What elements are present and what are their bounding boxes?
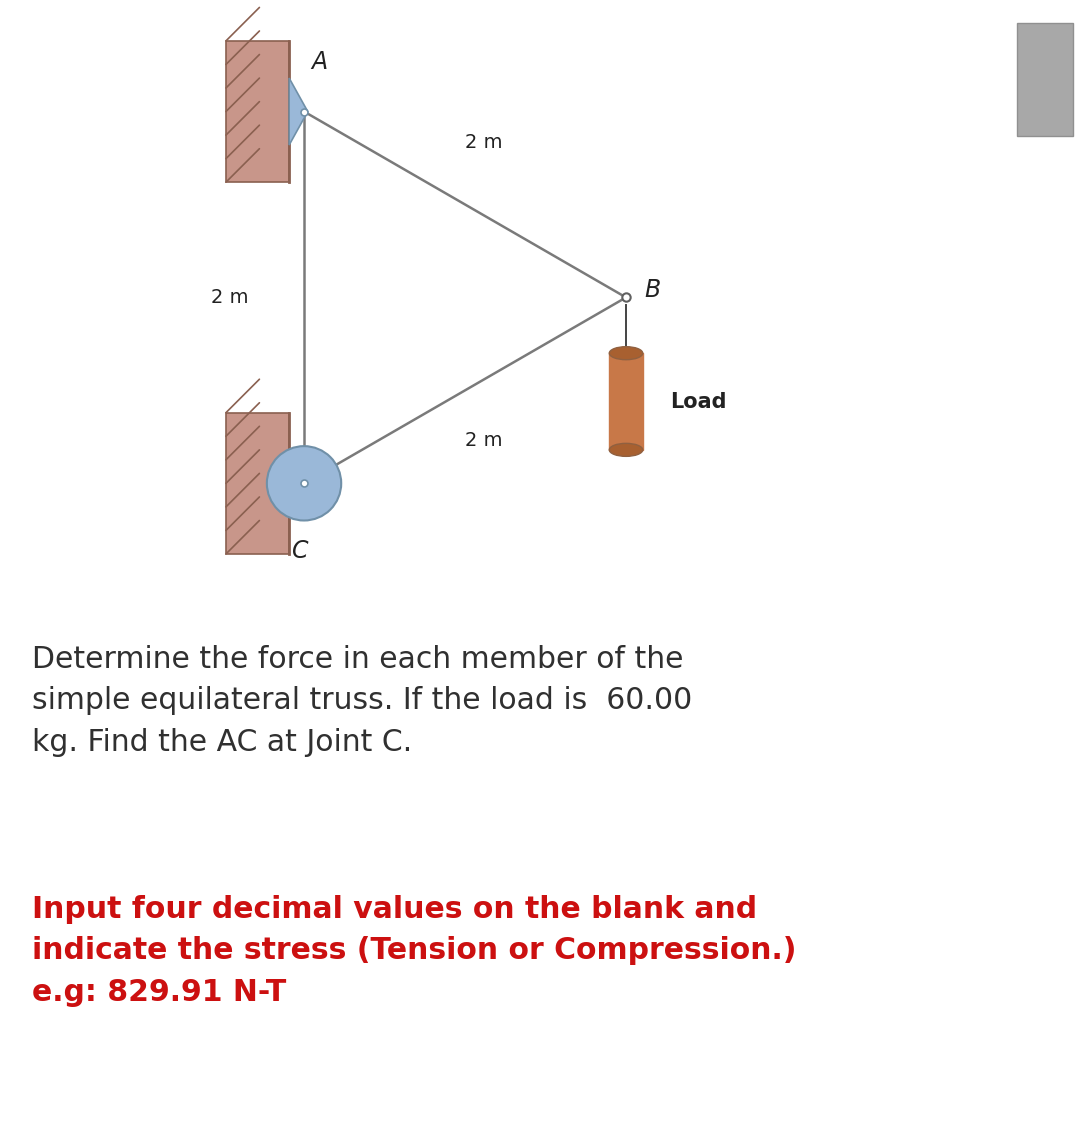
Text: B: B [645,278,661,302]
Bar [226,412,289,554]
Bar [226,41,289,182]
Circle shape [267,446,341,520]
Text: Determine the force in each member of the
simple equilateral truss. If the load : Determine the force in each member of th… [32,645,692,757]
Text: 2 m: 2 m [464,133,502,152]
Polygon shape [289,78,308,145]
Text: Input four decimal values on the blank and
indicate the stress (Tension or Compr: Input four decimal values on the blank a… [32,895,797,1006]
Ellipse shape [609,346,643,360]
Bar [609,353,643,450]
Text: 2 m: 2 m [211,287,248,307]
Ellipse shape [609,443,643,457]
Text: A: A [311,50,327,74]
Text: Load: Load [671,392,727,411]
Bar [1017,23,1074,136]
Text: C: C [292,540,309,563]
Text: 2 m: 2 m [464,432,502,450]
